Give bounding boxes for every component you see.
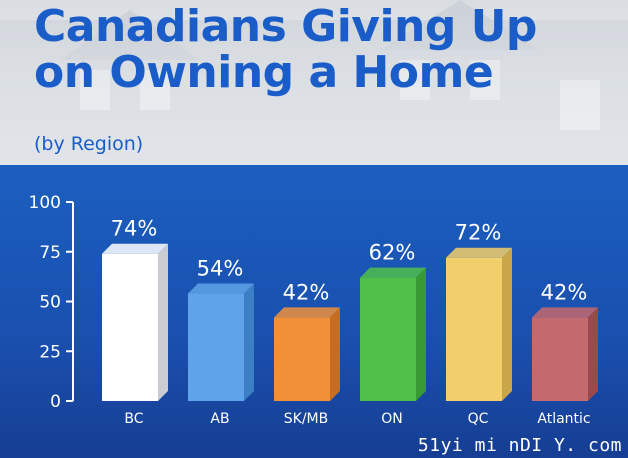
title-line-2: on Owning a Home [34, 47, 494, 98]
x-category-label: QC [468, 411, 489, 427]
bar-top [532, 307, 598, 318]
title-line-1: Canadians Giving Up [34, 1, 537, 52]
bar [532, 317, 588, 401]
bar-top [102, 243, 168, 254]
bar-value-label: 72% [455, 221, 502, 245]
bar-value-label: 42% [283, 280, 330, 304]
x-category-label: AB [210, 411, 229, 427]
y-tick-label: 0 [50, 392, 61, 412]
bar-side [244, 283, 254, 401]
x-category-label: Atlantic [537, 411, 590, 427]
bar [274, 317, 330, 401]
page-title: Canadians Giving Up on Owning a Home [34, 4, 537, 96]
bar-side [588, 307, 598, 401]
bar-top [360, 267, 426, 278]
bar [446, 257, 502, 401]
x-category-label: ON [381, 411, 403, 427]
y-tick-label: 50 [39, 293, 61, 313]
bar-value-label: 42% [541, 280, 588, 304]
bar-top [188, 283, 254, 294]
bar [102, 253, 158, 401]
bar [360, 277, 416, 401]
bar-value-label: 54% [197, 257, 244, 281]
bar [188, 293, 244, 401]
labels: 74% BC 54% AB 42% SK/MB 62% ON 72% QC 42% Atlantic [111, 217, 591, 427]
bar-side [416, 267, 426, 401]
background-houses-image [0, 0, 628, 165]
subtitle: (by Region) [34, 133, 144, 155]
header-banner: Canadians Giving Up on Owning a Home (by… [0, 0, 628, 165]
bars [102, 243, 598, 401]
bar-top [446, 247, 512, 258]
x-category-label: SK/MB [284, 411, 328, 427]
bar-chart: 0 25 50 75 100 74% BC 54% AB 42% SK/MB 62% ON 72% QC 4… [29, 193, 598, 427]
bar-side [158, 243, 168, 401]
bar-top [274, 307, 340, 318]
y-tick-label: 25 [39, 342, 61, 362]
x-category-label: BC [124, 411, 143, 427]
bar-side [330, 307, 340, 401]
bar-side [502, 247, 512, 401]
bar-value-label: 74% [111, 217, 158, 241]
bar-value-label: 62% [369, 241, 416, 265]
watermark-text: 51yi mi nDI Y. com [417, 435, 622, 456]
y-tick-label: 75 [39, 243, 61, 263]
y-tick-label: 100 [29, 193, 61, 213]
y-axis: 0 25 50 75 100 [29, 193, 74, 412]
